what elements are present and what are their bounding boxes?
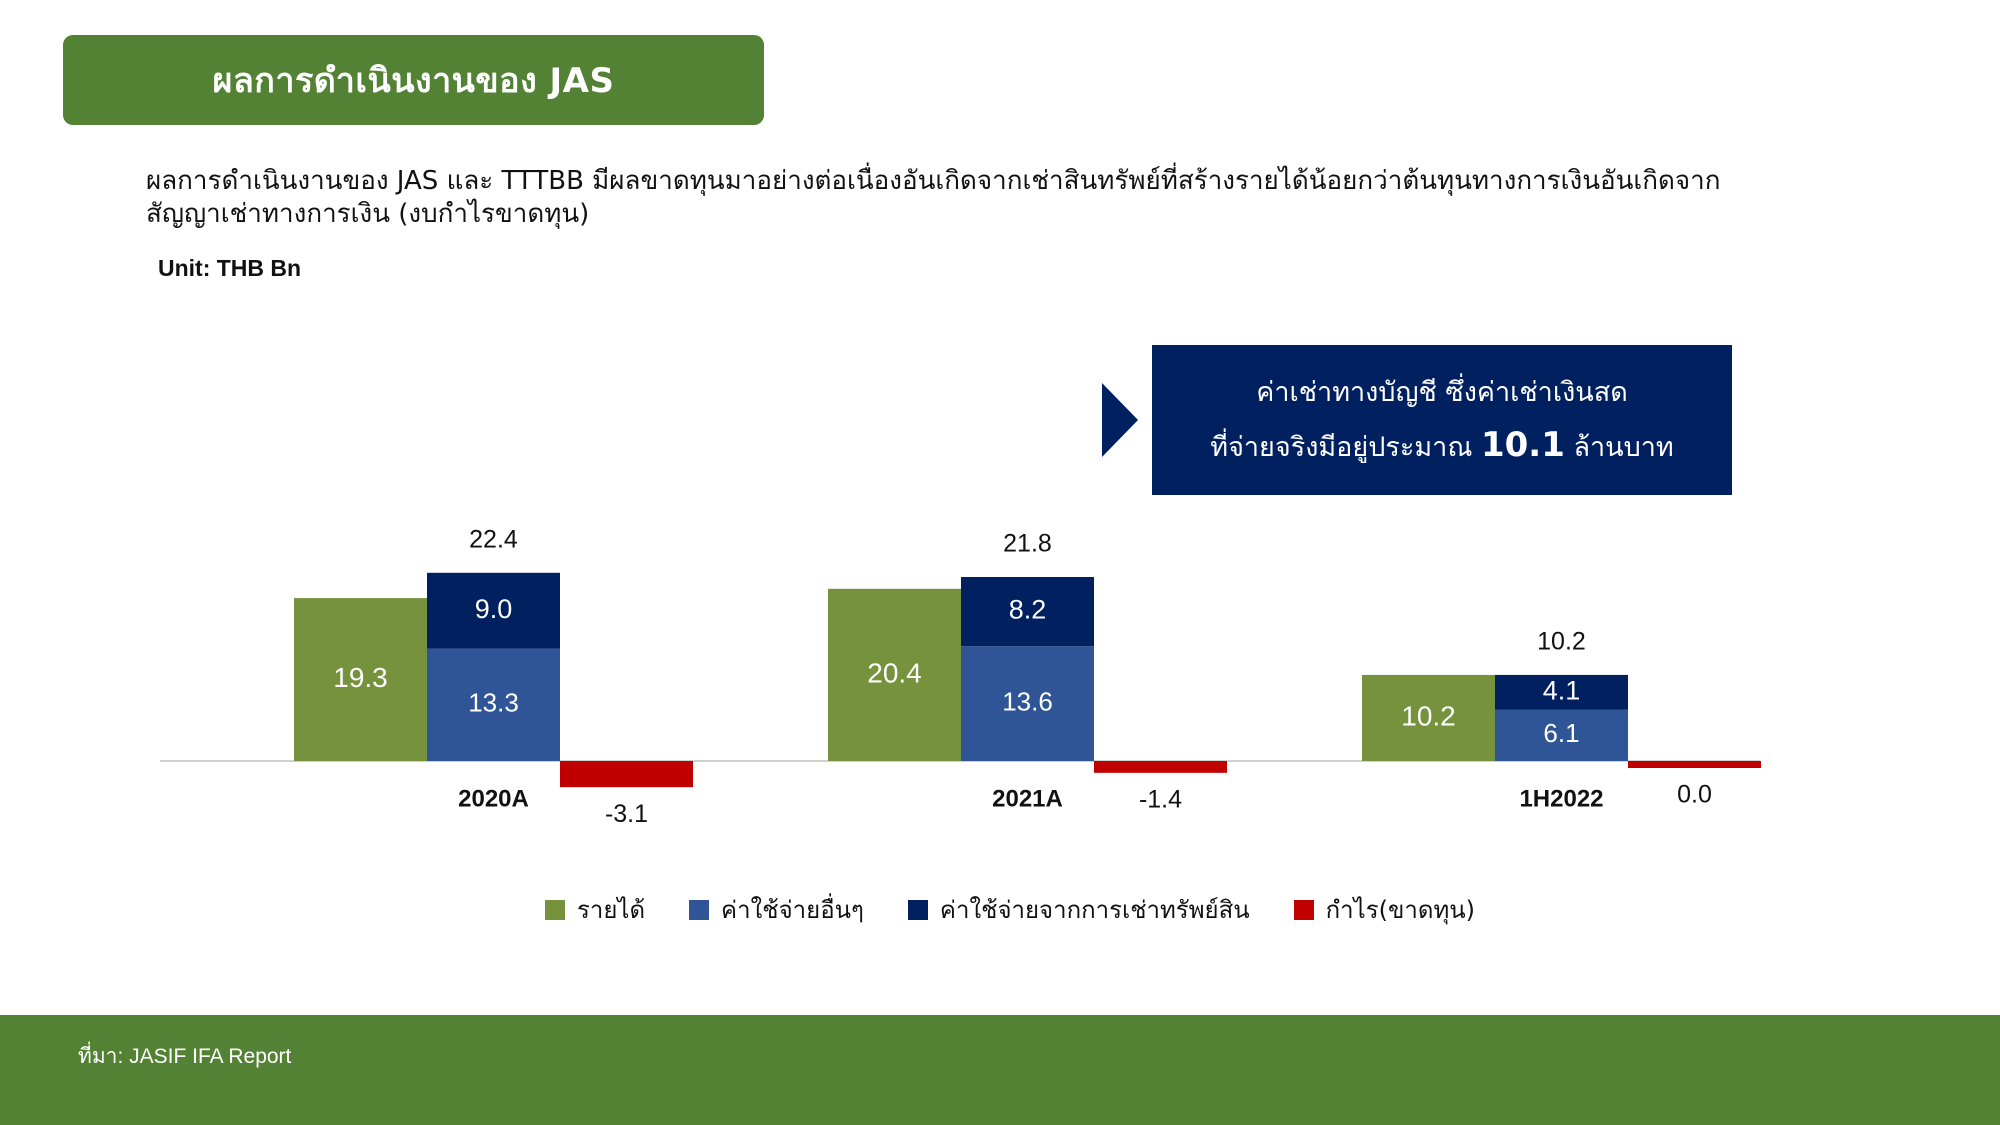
legend-swatch-profit-loss <box>1293 899 1314 920</box>
unit-label: Unit: THB Bn <box>158 255 302 281</box>
legend-label-revenue: รายได้ <box>576 896 646 924</box>
source-note: ที่มา: JASIF IFA Report <box>78 1045 292 1068</box>
lease-expense-value-label: 9.0 <box>475 594 513 624</box>
revenue-value-label: 10.2 <box>1401 700 1456 731</box>
title-banner: ผลการดำเนินงานของ JAS <box>63 35 764 125</box>
legend-swatch-revenue <box>544 899 565 920</box>
legend-swatch-lease-expense <box>907 899 928 920</box>
profit-loss-value-label: -3.1 <box>605 800 648 828</box>
other-expense-value-label: 13.3 <box>468 688 519 718</box>
callout-line-2: ที่จ่ายจริงมีอยู่ประมาณ 10.1 ล้านบาท <box>1210 419 1673 474</box>
profit-loss-value-label: -1.4 <box>1139 785 1182 813</box>
profit-loss-bar <box>1094 761 1227 773</box>
other-expense-bar <box>427 648 560 761</box>
legend-item-profit-loss: กำไร(ขาดทุน) <box>1293 890 1476 929</box>
profit-loss-bar <box>1628 761 1761 768</box>
revenue-bar <box>1362 674 1495 761</box>
other-expense-value-label: 6.1 <box>1543 718 1579 748</box>
lease-expense-bar <box>1495 674 1628 710</box>
revenue-bar <box>828 588 961 761</box>
footer-bar <box>0 1015 2000 1125</box>
other-expense-bar <box>1495 709 1628 761</box>
revenue-value-label: 19.3 <box>333 662 388 693</box>
callout-line-2-prefix: ที่จ่ายจริงมีอยู่ประมาณ <box>1210 431 1473 463</box>
legend-item-lease-expense: ค่าใช้จ่ายจากการเช่าทรัพย์สิน <box>907 890 1250 929</box>
callout-arrow-icon <box>1102 383 1138 457</box>
legend-item-other-expense: ค่าใช้จ่ายอื่นๆ <box>689 890 864 929</box>
expense-total-label: 10.2 <box>1537 628 1586 656</box>
lease-expense-bar <box>961 577 1094 647</box>
revenue-bar <box>294 598 427 761</box>
callout-value: 10.1 <box>1480 424 1565 465</box>
profit-loss-bar <box>560 761 693 788</box>
callout-line-1: ค่าเช่าทางบัญชี ซึ่งค่าเช่าเงินสด <box>1256 376 1628 408</box>
category-label: 2021A <box>992 785 1063 812</box>
callout-line-2-suffix: ล้านบาท <box>1573 431 1674 463</box>
other-expense-bar <box>961 646 1094 761</box>
lease-callout-box: ค่าเช่าทางบัญชี ซึ่งค่าเช่าเงินสด ที่จ่า… <box>1152 345 1732 495</box>
legend-label-lease-expense: ค่าใช้จ่ายจากการเช่าทรัพย์สิน <box>939 896 1250 924</box>
revenue-value-label: 20.4 <box>867 657 922 688</box>
category-label: 2020A <box>458 785 529 812</box>
lease-expense-value-label: 4.1 <box>1543 675 1581 705</box>
expense-total-label: 21.8 <box>1003 530 1052 558</box>
category-label: 1H2022 <box>1519 785 1603 812</box>
profit-loss-value-label: 0.0 <box>1677 781 1712 809</box>
chart-legend: รายได้ ค่าใช้จ่ายอื่นๆ ค่าใช้จ่ายจากการเ… <box>0 890 2000 929</box>
other-expense-value-label: 13.6 <box>1002 686 1053 716</box>
legend-item-revenue: รายได้ <box>544 890 646 929</box>
page-title: ผลการดำเนินงานของ JAS <box>212 61 615 101</box>
legend-label-other-expense: ค่าใช้จ่ายอื่นๆ <box>721 896 864 924</box>
legend-swatch-other-expense <box>689 899 710 920</box>
chart-description: ผลการดำเนินงานของ JAS และ TTTBB มีผลขาดท… <box>146 166 1721 229</box>
lease-expense-value-label: 8.2 <box>1009 595 1047 625</box>
expense-total-label: 22.4 <box>469 525 518 553</box>
legend-label-profit-loss: กำไร(ขาดทุน) <box>1325 896 1476 924</box>
lease-expense-bar <box>427 572 560 649</box>
